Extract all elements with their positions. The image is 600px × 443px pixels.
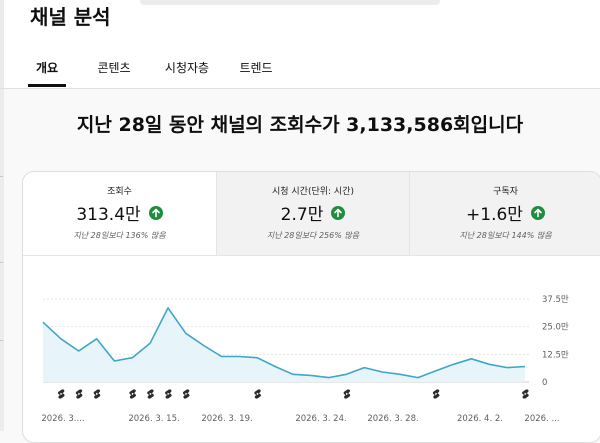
tab-trends[interactable]: 트렌드: [239, 61, 273, 75]
metric-tab-watch-time[interactable]: 시청 시간(단위: 시간) 2.7만 지난 28일보다 256% 많음: [216, 172, 409, 255]
x-tick-label: 2026. ...: [524, 414, 559, 424]
metric-tab-subscribers[interactable]: 구독자 +1.6만 지난 28일보다 144% 많음: [409, 172, 600, 255]
metric-tab-views[interactable]: 조회수 313.4만 지난 28일보다 136% 많음: [23, 172, 216, 255]
shorts-icon[interactable]: [522, 389, 529, 399]
left-sidebar-tick: [0, 262, 3, 263]
left-sidebar-tick: [0, 176, 3, 177]
metric-value: 2.7만: [280, 205, 324, 225]
trend-up-icon: [331, 205, 346, 220]
tab-content[interactable]: 콘텐츠: [97, 61, 131, 75]
shorts-icon[interactable]: [93, 389, 101, 399]
left-sidebar-edge: [0, 0, 4, 431]
shorts-icon[interactable]: [129, 389, 137, 399]
x-tick-label: 2026. 3....: [41, 414, 84, 424]
metric-value: 313.4만: [76, 205, 141, 225]
metric-label: 조회수: [107, 187, 132, 197]
shorts-icon[interactable]: [182, 389, 190, 399]
x-tick-label: 2026. 3. 15.: [128, 414, 179, 424]
shorts-icon[interactable]: [165, 389, 172, 399]
shorts-icon[interactable]: [75, 389, 83, 399]
shorts-icon[interactable]: [147, 389, 154, 399]
trend-up-icon: [148, 205, 163, 220]
y-tick-label: 12.5만: [542, 350, 569, 360]
views-area: [43, 307, 525, 382]
y-tick-label: 25.0만: [542, 323, 569, 333]
search-bar-edge: [140, 0, 440, 5]
views-line: [42, 307, 526, 379]
x-tick-label: 2026. 3. 19.: [201, 414, 252, 424]
metric-comparison: 지난 28일보다 136% 많음: [73, 231, 166, 240]
tab-divider: [0, 88, 600, 89]
tab-audience[interactable]: 시청자층: [164, 61, 210, 75]
left-sidebar-tick: [0, 340, 3, 341]
y-tick-label: 0: [542, 378, 547, 388]
x-tick-label: 2026. 4. 2.: [457, 414, 503, 424]
page-title: 채널 분석: [30, 5, 111, 29]
y-tick-label: 37.5만: [542, 295, 569, 305]
tab-bar: 개요 콘텐츠 시청자층 트렌드: [0, 56, 600, 88]
metric-label: 구독자: [493, 187, 518, 197]
summary-headline: 지난 28일 동안 채널의 조회수가 3,133,586회입니다: [76, 114, 524, 136]
views-chart: 37.5만 25.0만 12.5만 0 2026. 3.... 2026. 3. 15. 2…: [41, 295, 569, 424]
shorts-icon[interactable]: [343, 389, 351, 399]
metric-comparison: 지난 28일보다 256% 많음: [266, 231, 360, 240]
shorts-icon[interactable]: [254, 389, 261, 399]
x-tick-label: 2026. 3. 24.: [295, 414, 346, 424]
metric-comparison: 지난 28일보다 144% 많음: [459, 231, 552, 240]
top-header: [0, 0, 600, 88]
analytics-card: 조회수 313.4만 지난 28일보다 136% 많음 시청 시간(단위: 시간…: [22, 171, 600, 443]
metric-value: +1.6만: [466, 205, 523, 225]
metric-tabs: 조회수 313.4만 지난 28일보다 136% 많음 시청 시간(단위: 시간…: [23, 172, 600, 256]
tab-overview[interactable]: 개요: [28, 56, 66, 87]
shorts-icon[interactable]: [432, 389, 440, 399]
x-tick-label: 2026. 3. 28.: [367, 414, 418, 424]
shorts-icon[interactable]: [57, 389, 65, 399]
trend-up-icon: [530, 205, 545, 220]
metric-label: 시청 시간(단위: 시간): [271, 187, 355, 197]
